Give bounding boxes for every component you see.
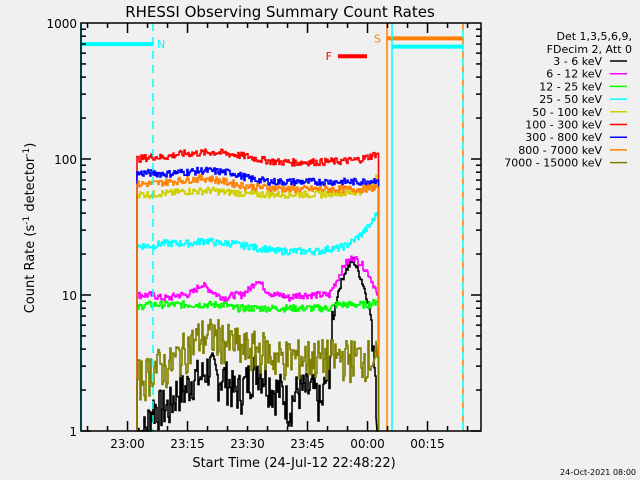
y-label-part: ) (23, 143, 38, 148)
series-line-1 (136, 255, 380, 431)
legend-label: 3 - 6 keV (553, 55, 602, 68)
x-tick-label: 23:30 (230, 437, 265, 451)
y-label-part: detector (23, 156, 38, 216)
y-tick-label: 1 (69, 425, 77, 439)
x-tick-label: 00:00 (350, 437, 385, 451)
legend-label: 7000 - 15000 keV (504, 157, 602, 170)
y-label-sup: -1 (22, 148, 32, 157)
legend-label: 50 - 100 keV (532, 106, 602, 119)
footer-timestamp: 24-Oct-2021 08:00 (560, 468, 636, 477)
y-tick-label: 1000 (46, 17, 77, 31)
plot-frame (80, 22, 482, 432)
legend-label: 100 - 300 keV (525, 119, 602, 132)
x-tick-label: 23:45 (290, 437, 325, 451)
x-tick-label: 00:15 (410, 437, 445, 451)
x-axis-label: Start Time (24-Jul-12 22:48:22) (192, 456, 395, 471)
chart-title: RHESSI Observing Summary Count Rates (125, 3, 435, 21)
series-line-5 (136, 148, 380, 431)
y-axis-label: Count Rate (s-1 detector-1) (22, 143, 38, 314)
series-layer (136, 148, 380, 432)
series-line-4 (136, 173, 380, 431)
y-label-part: Count Rate (s (23, 225, 38, 314)
axes: 1 10 100 1000 23:00 23:15 23:30 23:45 00:00 00:15 (46, 17, 482, 451)
annotation-label-N: N (157, 38, 165, 51)
legend-label: 6 - 12 keV (546, 68, 602, 81)
y-tick-label: 10 (62, 289, 77, 303)
legend-label: 12 - 25 keV (539, 80, 602, 93)
legend-header-fdecim: FDecim 2, Att 0 (547, 43, 632, 56)
series-line-0 (137, 257, 379, 432)
legend-header-detectors: Det 1,3,5,6,9, (556, 30, 632, 43)
legend-label: 300 - 800 keV (525, 131, 602, 144)
series-line-3 (136, 212, 380, 431)
y-label-sup: -1 (22, 216, 32, 225)
annotation-label-S: S (374, 32, 381, 45)
series-line-7 (136, 174, 380, 431)
annotation-label-F: F (326, 50, 332, 63)
legend-label: 800 - 7000 keV (518, 144, 602, 157)
series-line-6 (136, 166, 380, 431)
x-tick-label: 23:15 (170, 437, 205, 451)
legend: Det 1,3,5,6,9, FDecim 2, Att 0 3 - 6 keV… (504, 30, 632, 170)
x-tick-label: 23:00 (110, 437, 145, 451)
series-line-2 (136, 298, 380, 431)
y-tick-label: 100 (54, 153, 77, 167)
legend-label: 25 - 50 keV (539, 93, 602, 106)
series-line-8 (136, 318, 380, 431)
